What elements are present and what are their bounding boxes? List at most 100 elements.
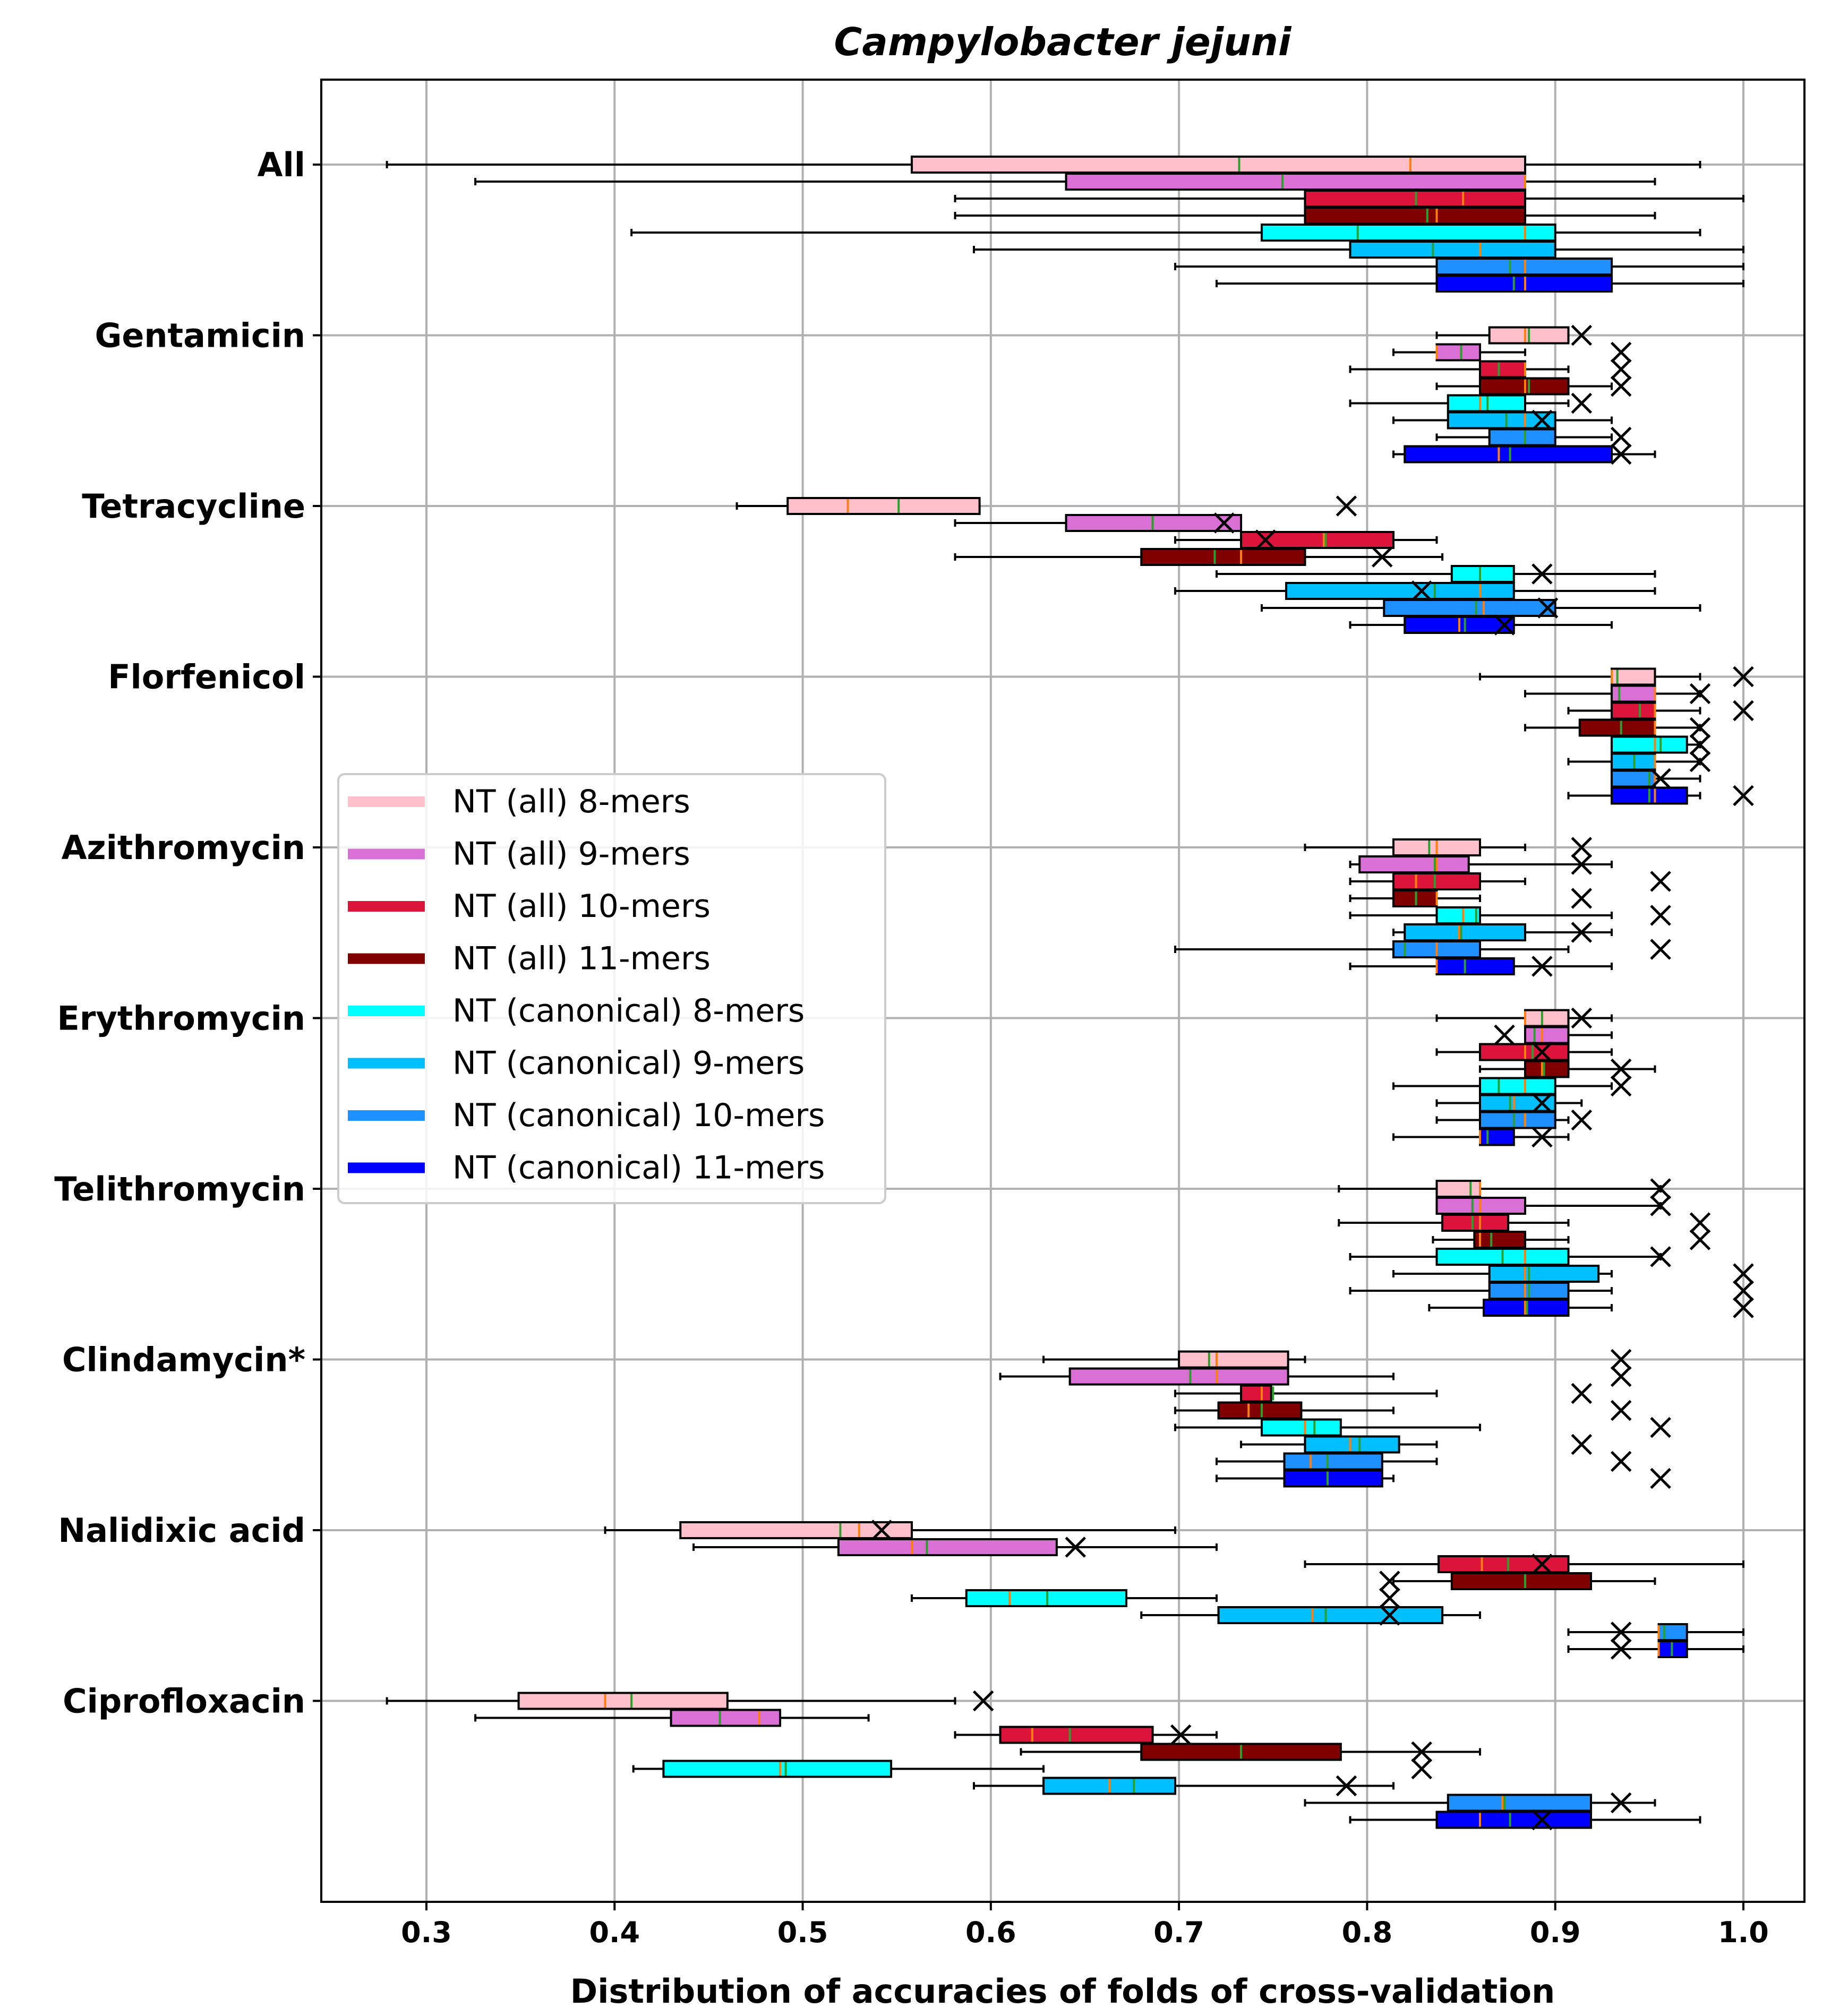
box-clindamycin- bbox=[1174, 1400, 1632, 1421]
y-tick-label: Clindamycin* bbox=[62, 1341, 305, 1379]
box-iqr bbox=[1473, 1231, 1527, 1249]
x-marker bbox=[972, 1690, 994, 1712]
box-iqr bbox=[1479, 1077, 1556, 1095]
x-marker bbox=[1336, 495, 1357, 517]
x-marker bbox=[1571, 1383, 1593, 1404]
box-iqr bbox=[1435, 906, 1482, 924]
box-all bbox=[630, 224, 1701, 242]
x-marker bbox=[1571, 1434, 1593, 1455]
x-marker bbox=[1571, 922, 1593, 943]
x-marker bbox=[1650, 1246, 1671, 1267]
box-iqr bbox=[1304, 1435, 1400, 1454]
box-all bbox=[1174, 258, 1744, 276]
x-marker bbox=[1610, 1638, 1632, 1660]
y-tick-label: All bbox=[258, 145, 306, 184]
box-telithromycin bbox=[1392, 1263, 1754, 1284]
x-marker bbox=[1650, 905, 1671, 926]
box-erythromycin bbox=[1494, 1024, 1613, 1046]
box-iqr bbox=[1524, 1060, 1570, 1078]
box-iqr bbox=[1261, 1418, 1342, 1437]
legend-label: NT (canonical) 9-mers bbox=[452, 1045, 805, 1082]
box-iqr bbox=[670, 1709, 782, 1727]
x-marker bbox=[1494, 614, 1515, 636]
box-iqr bbox=[1479, 1094, 1556, 1112]
box-iqr bbox=[1068, 1367, 1289, 1386]
box-iqr bbox=[1349, 241, 1556, 259]
box-ciprofloxacin bbox=[1020, 1741, 1481, 1763]
x-tick-label: 0.3 bbox=[401, 1916, 452, 1949]
x-marker bbox=[1610, 375, 1632, 397]
x-marker bbox=[1610, 1792, 1632, 1814]
box-azithromycin bbox=[1392, 922, 1613, 943]
x-marker bbox=[1610, 1075, 1632, 1097]
box-erythromycin bbox=[1435, 1109, 1593, 1131]
box-all bbox=[386, 156, 1701, 174]
box-clindamycin- bbox=[999, 1366, 1632, 1387]
box-iqr bbox=[1578, 718, 1656, 737]
x-marker bbox=[1411, 1741, 1432, 1763]
box-telithromycin bbox=[1435, 1195, 1671, 1216]
x-marker bbox=[1650, 939, 1671, 960]
box-tetracycline bbox=[954, 512, 1243, 534]
box-iqr bbox=[1441, 1214, 1510, 1232]
box-iqr bbox=[1404, 445, 1613, 464]
box-clindamycin- bbox=[1240, 1434, 1593, 1455]
x-marker bbox=[1650, 768, 1671, 790]
box-nalidixic-acid bbox=[1140, 1605, 1481, 1626]
box-tetracycline bbox=[1349, 614, 1613, 636]
box-telithromycin bbox=[1428, 1297, 1754, 1318]
x-marker bbox=[1610, 426, 1632, 448]
x-marker bbox=[1411, 1758, 1432, 1780]
box-iqr bbox=[1283, 1469, 1383, 1488]
x-marker bbox=[1610, 1400, 1632, 1421]
box-iqr bbox=[1178, 1350, 1289, 1369]
legend: NT (all) 8-mers NT (all) 9-mers NT (all) 1… bbox=[337, 773, 886, 1204]
box-gentamicin bbox=[1435, 426, 1632, 448]
box-gentamicin bbox=[1349, 392, 1593, 414]
x-marker bbox=[1733, 785, 1754, 807]
x-marker bbox=[1170, 1724, 1192, 1746]
box-nalidixic-acid bbox=[1567, 1622, 1744, 1643]
x-marker bbox=[1336, 1775, 1357, 1797]
x-marker bbox=[1065, 1537, 1086, 1558]
box-ciprofloxacin bbox=[632, 1758, 1432, 1780]
chart-title: Campylobacter jejuni bbox=[834, 20, 1291, 64]
box-iqr bbox=[999, 1726, 1154, 1744]
x-marker bbox=[1571, 1007, 1593, 1029]
x-marker bbox=[1689, 1229, 1711, 1250]
x-marker bbox=[871, 1520, 893, 1541]
y-tick-label: Ciprofloxacin bbox=[63, 1682, 305, 1721]
x-axis-label: Distribution of accuracies of folds of c… bbox=[570, 1972, 1555, 2011]
box-iqr bbox=[1261, 224, 1556, 242]
x-marker bbox=[1610, 1451, 1632, 1472]
x-marker bbox=[1494, 1024, 1515, 1046]
box-gentamicin bbox=[1435, 375, 1632, 397]
y-tick-label: Tetracycline bbox=[82, 487, 305, 526]
box-nalidixic-acid bbox=[911, 1588, 1400, 1609]
x-marker bbox=[1531, 563, 1553, 585]
box-iqr bbox=[517, 1692, 729, 1710]
x-marker bbox=[1689, 734, 1711, 756]
x-marker bbox=[1650, 1468, 1671, 1489]
box-iqr bbox=[1358, 855, 1470, 873]
box-clindamycin- bbox=[1216, 1451, 1632, 1472]
box-iqr bbox=[1435, 1180, 1482, 1198]
x-tick-label: 0.6 bbox=[965, 1916, 1016, 1949]
box-clindamycin- bbox=[1042, 1349, 1632, 1370]
x-tick-label: 0.4 bbox=[589, 1916, 640, 1949]
x-marker bbox=[1379, 1588, 1400, 1609]
x-marker bbox=[1650, 1195, 1671, 1216]
x-marker bbox=[1213, 512, 1235, 534]
box-tetracycline bbox=[1216, 563, 1656, 585]
y-axis-ticks: All Gentamicin Tetracycline Florfenicol Azit… bbox=[54, 145, 321, 1721]
box-series bbox=[386, 156, 1754, 1831]
box-iqr bbox=[1435, 957, 1515, 975]
box-iqr bbox=[1450, 565, 1515, 583]
box-iqr bbox=[1611, 701, 1656, 720]
y-tick-label: Azithromycin bbox=[62, 828, 305, 867]
x-marker bbox=[1537, 597, 1559, 619]
box-florfenicol bbox=[1524, 717, 1711, 739]
box-iqr bbox=[1304, 207, 1527, 225]
box-iqr bbox=[786, 497, 981, 515]
box-iqr bbox=[1217, 1606, 1444, 1624]
